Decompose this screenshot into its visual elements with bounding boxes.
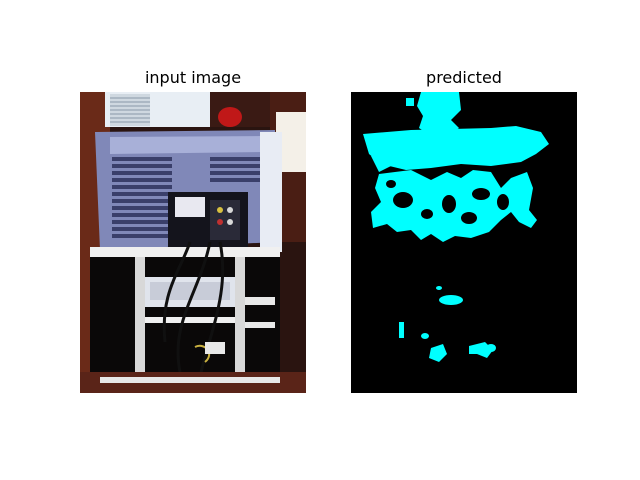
input-image-title: input image — [144, 68, 242, 87]
predicted-title: predicted — [426, 68, 502, 87]
input-image-panel — [80, 92, 306, 393]
input-image — [80, 92, 306, 393]
predicted-mask-panel — [351, 92, 577, 393]
predicted-mask — [351, 92, 577, 393]
